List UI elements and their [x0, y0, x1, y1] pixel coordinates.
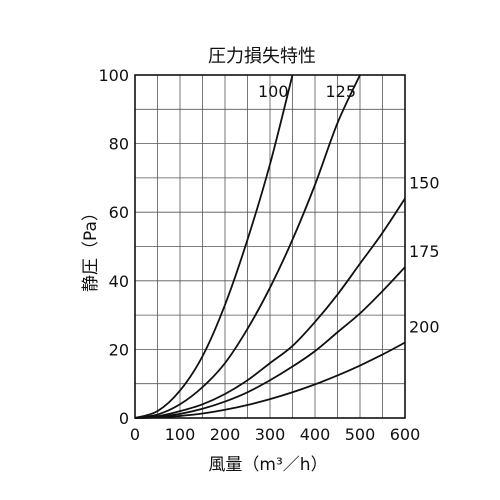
tick-labels: 0 100 200 300 400 500 600 0 20 40 60 80 100 [98, 66, 420, 444]
series-line-125 [135, 74, 361, 419]
series-line-100 [135, 74, 294, 419]
x-tick-label: 500 [345, 425, 376, 444]
y-tick-label: 80 [109, 135, 129, 154]
grid [134, 74, 406, 419]
y-tick-label: 60 [109, 203, 129, 222]
plot-frame [134, 74, 406, 419]
x-tick-label: 100 [165, 425, 196, 444]
series-line-175 [135, 266, 405, 419]
x-tick-label: 400 [300, 425, 331, 444]
series-lines [135, 74, 405, 419]
series-line-150 [135, 197, 405, 419]
series-label-175: 175 [409, 242, 440, 261]
series-labels: 100 125 150 175 200 [258, 82, 440, 337]
x-tick-label: 600 [390, 425, 421, 444]
x-tick-label: 300 [255, 425, 286, 444]
x-axis-label: 風量（m³／h） [208, 455, 327, 475]
y-axis-label: 静圧（Pa） [81, 204, 101, 292]
series-line-200 [135, 341, 405, 419]
chart-title: 圧力損失特性 [208, 46, 316, 67]
series-label-200: 200 [409, 318, 440, 337]
series-label-100: 100 [258, 82, 289, 101]
y-tick-label: 40 [109, 272, 129, 291]
x-tick-label: 200 [210, 425, 241, 444]
x-tick-label: 0 [130, 425, 140, 444]
y-tick-label: 0 [119, 409, 129, 428]
y-tick-label: 20 [109, 340, 129, 359]
y-tick-label: 100 [98, 66, 129, 85]
series-label-125: 125 [325, 82, 356, 101]
series-label-150: 150 [409, 173, 440, 192]
